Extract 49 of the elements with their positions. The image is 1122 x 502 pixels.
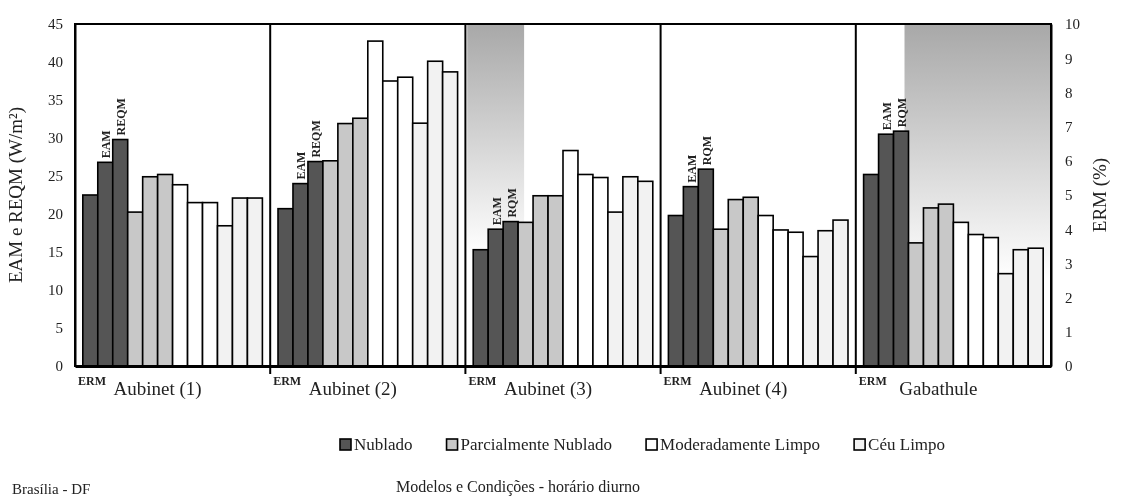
annotation: RQM <box>699 135 714 166</box>
y2-tick-label: 9 <box>1065 50 1073 67</box>
y2-tick-label: 3 <box>1065 255 1073 272</box>
y2-tick-label: 10 <box>1065 16 1080 33</box>
y2-tick-label: 7 <box>1065 118 1073 135</box>
y-tick-label: 20 <box>48 206 63 223</box>
legend-label: Céu Limpo <box>868 435 946 454</box>
annotation: REQM <box>309 120 324 158</box>
y2-axis-title: ERM (%) <box>1089 157 1111 233</box>
legend-label: Moderadamente Limpo <box>660 435 821 454</box>
y2-tick-label: 8 <box>1065 84 1073 101</box>
legend-label: Parcialmente Nublado <box>460 435 613 454</box>
x-axis-title: Modelos e Condições - horário diurno <box>396 478 640 496</box>
legend-label: Nublado <box>354 435 413 454</box>
x-tick-label: Gabathule <box>899 378 978 400</box>
text: ERM <box>468 374 497 388</box>
y2-tick-label: 5 <box>1065 187 1073 204</box>
annotation: EAM <box>99 130 114 159</box>
y-tick-label: 30 <box>48 130 63 147</box>
y-tick-label: 35 <box>48 92 63 109</box>
x-tick-label: Aubinet (4) <box>699 378 788 401</box>
y2-tick-label: 6 <box>1065 153 1073 170</box>
text: ERM <box>78 374 106 388</box>
x-tick-label: Aubinet (2) <box>308 378 397 401</box>
annotation: RQM <box>895 97 910 128</box>
y-tick-label: 25 <box>48 168 63 185</box>
annotation: EAM <box>684 154 699 183</box>
y2-tick-label: 0 <box>1065 358 1073 375</box>
text: ERM <box>663 374 692 388</box>
y-axis-title: EAM e REQM (W/m²) <box>5 106 27 284</box>
text: ERM <box>273 374 302 388</box>
y2-tick-label: 1 <box>1065 324 1073 341</box>
annotation: EAM <box>880 102 895 131</box>
x-tick-label: Aubinet (1) <box>113 378 202 401</box>
y-tick-label: 5 <box>55 320 63 337</box>
annotation: REQM <box>114 98 129 136</box>
y-tick-label: 45 <box>48 16 63 33</box>
y-tick-label: 40 <box>48 54 63 71</box>
text: Brasília - DF <box>12 481 91 497</box>
x-tick-label: Aubinet (3) <box>503 378 593 401</box>
y-tick-label: 0 <box>55 358 63 375</box>
annotation: EAM <box>489 197 504 226</box>
text: ERM <box>858 374 887 388</box>
annotation: RQM <box>504 188 519 218</box>
y-tick-label: 10 <box>48 282 63 299</box>
y2-tick-label: 4 <box>1065 221 1073 238</box>
y2-tick-label: 2 <box>1065 289 1073 306</box>
annotation: EAM <box>294 151 309 180</box>
y-tick-label: 15 <box>48 244 63 261</box>
